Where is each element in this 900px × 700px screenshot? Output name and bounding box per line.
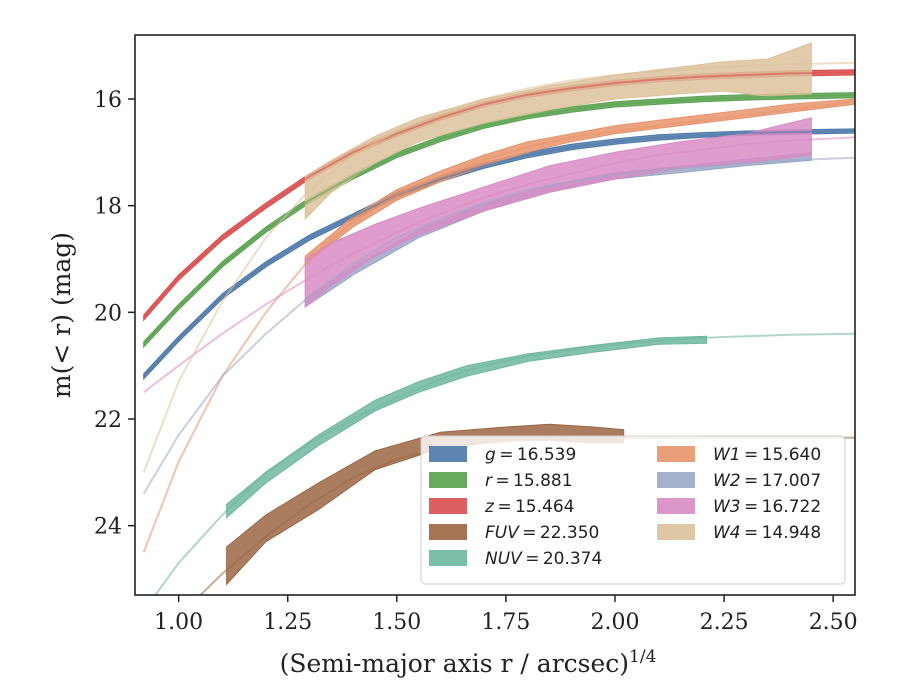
legend-swatch: [429, 550, 467, 566]
y-tick-label: 20: [94, 301, 122, 326]
model-curve-w3: [143, 136, 855, 394]
legend-swatch: [429, 524, 467, 540]
legend-entry-z: z = 15.464: [429, 497, 574, 517]
y-tick-label: 16: [94, 88, 122, 113]
legend-swatch: [657, 446, 695, 462]
legend-label: W4 = 14.948: [713, 523, 821, 543]
legend-entry-nuv: NUV = 20.374: [429, 549, 602, 569]
x-tick-label: 1.00: [154, 610, 203, 635]
legend-label: z = 15.464: [484, 497, 574, 517]
legend-label: NUV = 20.374: [485, 549, 602, 569]
legend-swatch: [657, 472, 695, 488]
legend-swatch: [657, 524, 695, 540]
legend-entry-w2: W2 = 17.007: [657, 471, 821, 491]
legend-swatch: [429, 446, 467, 462]
model-curve-w2: [142, 156, 855, 495]
x-axis-label: (Semi-major axis r / arcsec)1/4: [280, 647, 657, 678]
x-tick-label: 1.50: [372, 610, 421, 635]
legend-label: W1 = 15.640: [713, 445, 821, 465]
legend-entry-r: r = 15.881: [429, 471, 573, 491]
model-curve-nuv: [154, 332, 855, 595]
band-nuv: [226, 335, 708, 519]
y-tick-label: 24: [94, 515, 122, 540]
legend-entry-g: g = 16.539: [429, 445, 576, 465]
model-curve-w1: [142, 100, 855, 553]
legend-box: [420, 435, 846, 585]
legend-label: FUV = 22.350: [485, 523, 599, 543]
legend-swatch: [657, 498, 695, 514]
model-curve-g: [142, 130, 855, 377]
legend-swatch: [429, 498, 467, 514]
band-w3: [304, 117, 812, 309]
legend-entry-w1: W1 = 15.640: [657, 445, 821, 465]
model-curve-z: [142, 71, 855, 319]
plot-frame: [134, 34, 856, 596]
legend: g = 16.539 r = 15.881 z = 15.464 FUV = 22.3…: [420, 435, 846, 585]
band-w1: [304, 98, 855, 266]
legend-label: g = 16.539: [485, 445, 576, 465]
legend-entry-w3: W3 = 16.722: [657, 497, 821, 517]
legend-entry-fuv: FUV = 22.350: [429, 523, 599, 543]
x-tick-label: 2.00: [591, 610, 640, 635]
x-tick-label: 2.50: [809, 610, 858, 635]
axis-ticks: 1.00 1.25 1.50 1.75 2.00 2.25 2.50 16 18 20 22 24: [94, 88, 858, 635]
y-axis-label: m(< r) (mag): [47, 232, 76, 398]
x-tick-label: 1.25: [263, 610, 312, 635]
legend-label: W3 = 16.722: [713, 497, 821, 517]
y-tick-label: 22: [94, 408, 122, 433]
model-curve-r: [142, 94, 855, 345]
x-tick-label: 2.25: [700, 610, 749, 635]
model-curve-w4: [142, 61, 855, 473]
y-tick-label: 18: [94, 195, 122, 220]
legend-label: r = 15.881: [485, 471, 573, 491]
x-tick-label: 1.75: [481, 610, 530, 635]
legend-label: W2 = 17.007: [713, 471, 821, 491]
legend-swatch: [429, 472, 467, 488]
legend-entry-w4: W4 = 14.948: [657, 523, 821, 543]
